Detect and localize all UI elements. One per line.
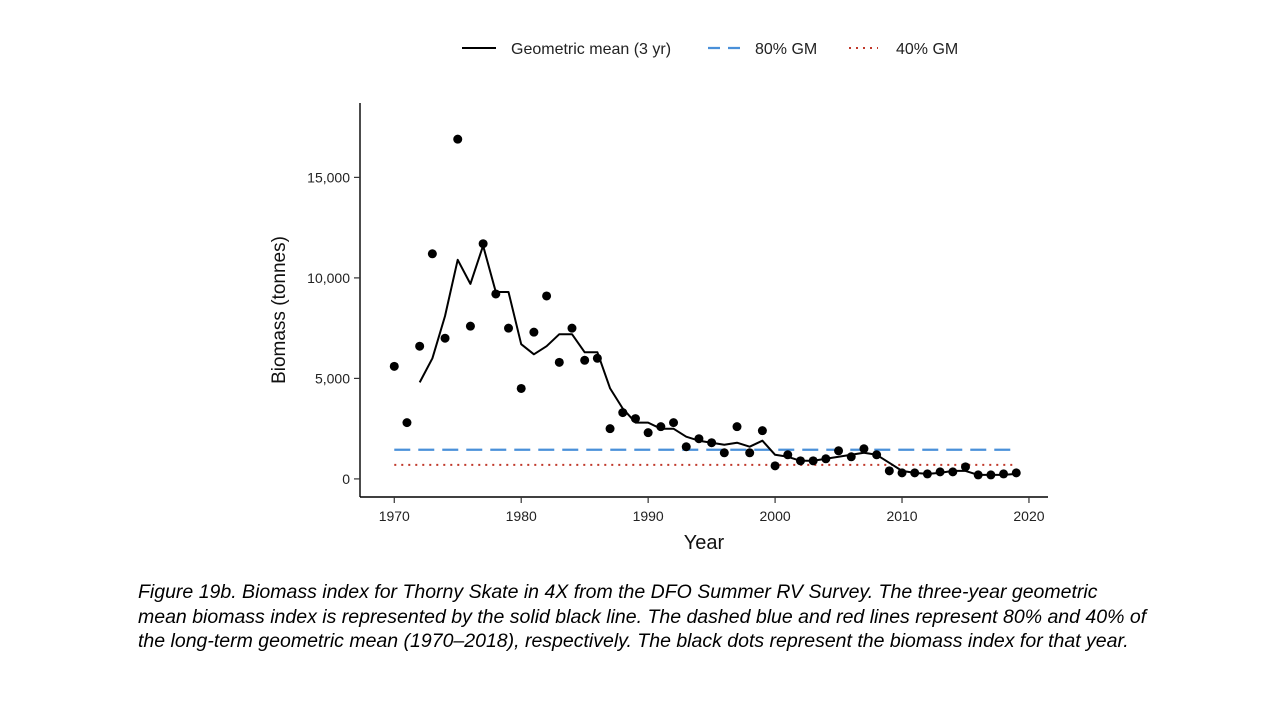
biomass-point bbox=[656, 422, 666, 432]
biomass-point bbox=[529, 327, 539, 337]
figure-caption: Figure 19b. Biomass index for Thorny Ska… bbox=[138, 581, 1147, 652]
biomass-point bbox=[669, 418, 679, 428]
y-axis-title: Biomass (tonnes) bbox=[269, 236, 290, 384]
y-tick-label: 5,000 bbox=[315, 370, 350, 386]
biomass-point bbox=[643, 428, 653, 438]
biomass-point bbox=[986, 470, 996, 480]
x-axis-title: Year bbox=[684, 532, 725, 554]
biomass-point bbox=[973, 470, 983, 480]
x-tick-label: 1990 bbox=[633, 508, 664, 524]
biomass-point bbox=[554, 357, 564, 367]
biomass-point bbox=[859, 444, 869, 454]
biomass-point bbox=[389, 361, 399, 371]
x-tick-label: 2010 bbox=[886, 508, 917, 524]
biomass-point bbox=[580, 355, 590, 365]
biomass-point bbox=[504, 323, 514, 333]
biomass-point bbox=[1011, 468, 1021, 478]
biomass-point bbox=[402, 418, 412, 428]
biomass-point bbox=[922, 469, 932, 479]
biomass-point bbox=[821, 454, 831, 464]
biomass-point bbox=[935, 467, 945, 477]
biomass-point bbox=[999, 469, 1009, 479]
legend-label: Geometric mean (3 yr) bbox=[511, 41, 671, 58]
biomass-point bbox=[415, 341, 425, 351]
biomass-point bbox=[884, 466, 894, 476]
biomass-point bbox=[948, 467, 958, 477]
biomass-point bbox=[427, 249, 437, 259]
y-tick-label: 10,000 bbox=[307, 270, 350, 286]
y-tick-label: 0 bbox=[342, 471, 350, 487]
biomass-point bbox=[732, 422, 742, 432]
legend-label: 80% GM bbox=[755, 41, 817, 58]
biomass-point bbox=[440, 333, 450, 343]
biomass-point bbox=[605, 424, 615, 434]
biomass-point bbox=[453, 134, 463, 144]
biomass-point bbox=[872, 450, 882, 460]
x-tick-label: 2000 bbox=[760, 508, 791, 524]
biomass-point bbox=[719, 448, 729, 458]
x-tick-label: 2020 bbox=[1013, 508, 1044, 524]
y-tick-label: 15,000 bbox=[307, 169, 350, 185]
biomass-point bbox=[795, 456, 805, 466]
biomass-point bbox=[592, 353, 602, 363]
biomass-point bbox=[770, 461, 780, 471]
biomass-point bbox=[567, 323, 577, 333]
biomass-point bbox=[542, 291, 552, 301]
biomass-point bbox=[897, 468, 907, 478]
biomass-point bbox=[960, 462, 970, 472]
x-tick-label: 1980 bbox=[506, 508, 537, 524]
biomass-point bbox=[516, 383, 526, 393]
biomass-point bbox=[465, 321, 475, 331]
biomass-point bbox=[846, 452, 856, 462]
biomass-point bbox=[783, 450, 793, 460]
biomass-point bbox=[694, 434, 704, 444]
geometric-mean-line bbox=[418, 244, 1017, 476]
biomass-point bbox=[681, 442, 691, 452]
biomass-point bbox=[707, 438, 717, 448]
legend-label: 40% GM bbox=[896, 41, 958, 58]
x-tick-label: 1970 bbox=[379, 508, 410, 524]
biomass-point bbox=[757, 426, 767, 436]
biomass-point bbox=[808, 456, 818, 466]
biomass-point bbox=[491, 289, 501, 299]
biomass-point bbox=[834, 446, 844, 456]
biomass-point bbox=[618, 408, 628, 418]
biomass-point bbox=[745, 448, 755, 458]
biomass-point bbox=[630, 414, 640, 424]
biomass-point bbox=[478, 239, 488, 249]
biomass-point bbox=[910, 468, 920, 478]
